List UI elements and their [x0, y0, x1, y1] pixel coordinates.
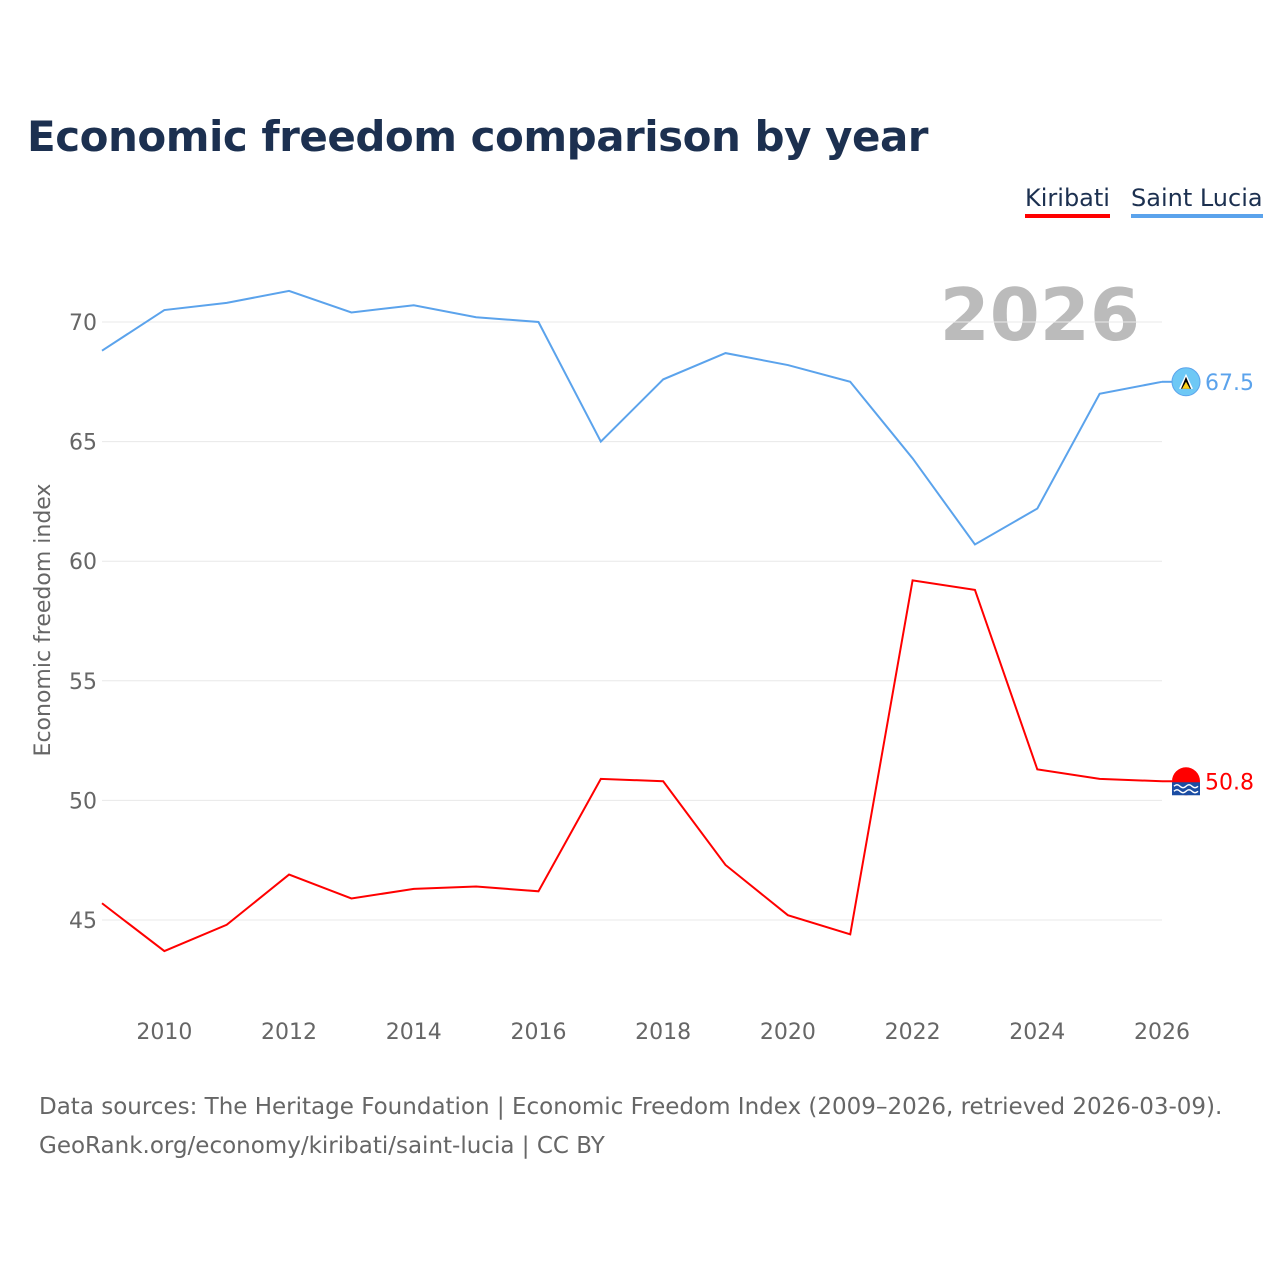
y-tick-label: 55	[69, 670, 97, 695]
y-tick-label: 45	[69, 909, 97, 934]
x-tick-label: 2018	[635, 1020, 691, 1045]
saint-lucia-flag-icon	[1182, 381, 1190, 389]
legend-saint-lucia[interactable]: Saint Lucia	[1131, 184, 1263, 218]
y-tick-label: 65	[69, 431, 97, 456]
x-tick-label: 2026	[1134, 1020, 1190, 1045]
y-tick-label: 70	[69, 311, 97, 336]
end-value-label-saint-lucia: 67.5	[1205, 371, 1254, 396]
legend-kiribati[interactable]: Kiribati	[1025, 184, 1110, 218]
series-line-kiribati	[101, 579, 1163, 953]
source-note: Data sources: The Heritage Foundation | …	[39, 1094, 1223, 1120]
x-tick-label: 2024	[1009, 1020, 1065, 1045]
y-tick-label: 60	[69, 550, 97, 575]
source-url[interactable]: GeoRank.org/economy/kiribati/saint-lucia…	[39, 1133, 605, 1159]
y-axis-label: Economic freedom index	[31, 484, 56, 757]
x-tick-label: 2016	[510, 1020, 566, 1045]
y-tick-label: 50	[69, 789, 97, 814]
x-tick-label: 2020	[760, 1020, 816, 1045]
year-watermark: 2026	[940, 273, 1140, 357]
chart-title: Economic freedom comparison by year	[27, 112, 929, 161]
x-tick-label: 2012	[261, 1020, 317, 1045]
kiribati-flag-icon	[1173, 784, 1199, 794]
x-tick-label: 2014	[386, 1020, 442, 1045]
series-line-saint-lucia	[101, 289, 1163, 546]
x-tick-label: 2010	[136, 1020, 192, 1045]
footer: Data sources: The Heritage Foundation | …	[39, 1088, 1222, 1166]
end-value-label-kiribati: 50.8	[1205, 770, 1254, 795]
x-tick-label: 2022	[885, 1020, 941, 1045]
